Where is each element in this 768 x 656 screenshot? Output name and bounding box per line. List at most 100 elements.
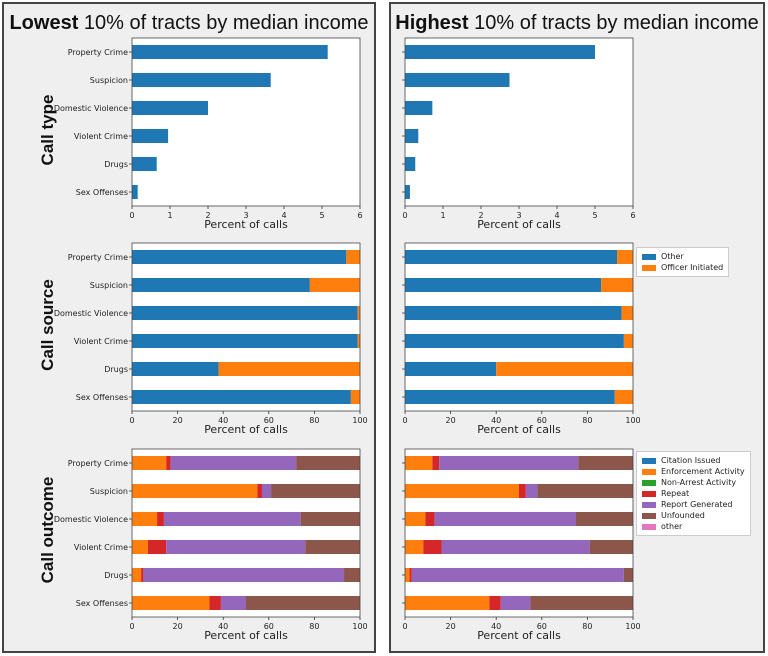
x-tick-label: 60 bbox=[537, 622, 547, 631]
bar-violent-crime-repeat bbox=[147, 540, 167, 554]
bar-property-crime-other bbox=[132, 250, 347, 264]
legend-item: Unfounded bbox=[642, 510, 745, 521]
legend-swatch bbox=[642, 523, 656, 530]
x-axis-label: Percent of calls bbox=[477, 629, 561, 642]
x-tick-label: 0 bbox=[129, 416, 134, 425]
x-tick-label: 20 bbox=[173, 416, 183, 425]
bar-drugs-enforcement-activity bbox=[405, 568, 410, 582]
bar-violent-crime-officer-initiated bbox=[623, 334, 633, 348]
bar-suspicion-enforcement-activity bbox=[132, 484, 258, 498]
bar-drugs-other bbox=[132, 362, 219, 376]
bar-domestic-violence bbox=[405, 101, 433, 115]
bar-suspicion-other bbox=[132, 278, 310, 292]
bar-property-crime bbox=[405, 45, 595, 59]
panel-title-rest: 10% of tracts by median income bbox=[468, 12, 759, 34]
legend-label: Unfounded bbox=[661, 511, 705, 520]
legend-item: Report Generated bbox=[642, 499, 745, 510]
bar-drugs-unfounded bbox=[623, 568, 633, 582]
bar-domestic-violence-enforcement-activity bbox=[132, 512, 158, 526]
bar-drugs-repeat bbox=[141, 568, 144, 582]
bar-domestic-violence-unfounded bbox=[300, 512, 360, 526]
x-tick-label: 40 bbox=[491, 416, 501, 425]
panel-title-highest: Highest 10% of tracts by median income bbox=[391, 12, 763, 35]
x-tick-label: 80 bbox=[309, 416, 319, 425]
bar-drugs bbox=[132, 157, 157, 171]
bar-drugs-report-generated bbox=[411, 568, 624, 582]
bar-violent-crime-report-generated bbox=[166, 540, 306, 554]
bar-sex-offenses-report-generated bbox=[220, 596, 246, 610]
x-tick-label: 60 bbox=[264, 416, 274, 425]
bar-violent-crime-enforcement-activity bbox=[132, 540, 148, 554]
category-label: Sex Offenses bbox=[76, 393, 128, 402]
bar-sex-offenses-other bbox=[132, 390, 351, 404]
x-tick-label: 4 bbox=[281, 211, 286, 220]
category-label: Drugs bbox=[104, 160, 128, 169]
category-label: Suspicion bbox=[90, 76, 128, 85]
legend-label: other bbox=[661, 522, 683, 531]
x-tick-label: 4 bbox=[554, 211, 559, 220]
x-tick-label: 100 bbox=[625, 622, 640, 631]
legend-label: Repeat bbox=[661, 489, 690, 498]
bar-suspicion-report-generated bbox=[261, 484, 272, 498]
x-tick-label: 3 bbox=[516, 211, 521, 220]
bar-suspicion-repeat bbox=[257, 484, 262, 498]
bar-suspicion-enforcement-activity bbox=[405, 484, 519, 498]
legend-swatch bbox=[642, 479, 656, 486]
plot-area bbox=[132, 38, 360, 206]
category-label: Violent Crime bbox=[74, 132, 128, 141]
bar-domestic-violence-other bbox=[405, 306, 622, 320]
bar-violent-crime-officer-initiated bbox=[357, 334, 360, 348]
bar-domestic-violence-report-generated bbox=[163, 512, 301, 526]
bar-property-crime-other bbox=[405, 250, 618, 264]
bar-violent-crime-other bbox=[132, 334, 358, 348]
x-tick-label: 80 bbox=[309, 622, 319, 631]
panel-title-rest: 10% of tracts by median income bbox=[78, 12, 369, 34]
category-label: Sex Offenses bbox=[76, 599, 128, 608]
category-label: Violent Crime bbox=[74, 543, 128, 552]
x-tick-label: 2 bbox=[205, 211, 210, 220]
x-tick-label: 6 bbox=[630, 211, 635, 220]
x-tick-label: 0 bbox=[129, 211, 134, 220]
x-tick-label: 0 bbox=[402, 416, 407, 425]
legend-label: Non-Arrest Activity bbox=[661, 478, 737, 487]
bar-domestic-violence-officer-initiated bbox=[357, 306, 360, 320]
bar-drugs-officer-initiated bbox=[218, 362, 360, 376]
bar-domestic-violence-enforcement-activity bbox=[405, 512, 426, 526]
bar-property-crime-officer-initiated bbox=[346, 250, 360, 264]
bar-property-crime-enforcement-activity bbox=[132, 456, 167, 470]
category-label: Property Crime bbox=[68, 459, 128, 468]
x-tick-label: 5 bbox=[319, 211, 324, 220]
bar-property-crime bbox=[132, 45, 328, 59]
bar-suspicion-officer-initiated bbox=[601, 278, 633, 292]
plot-area bbox=[132, 449, 360, 617]
category-label: Drugs bbox=[104, 571, 128, 580]
x-tick-label: 80 bbox=[582, 622, 592, 631]
bar-property-crime-unfounded bbox=[578, 456, 633, 470]
bar-sex-offenses-report-generated bbox=[500, 596, 531, 610]
bar-domestic-violence-repeat bbox=[157, 512, 164, 526]
x-tick-label: 20 bbox=[173, 622, 183, 631]
bar-violent-crime bbox=[132, 129, 169, 143]
x-tick-label: 0 bbox=[129, 622, 134, 631]
legend-swatch bbox=[642, 512, 656, 519]
bar-drugs-officer-initiated bbox=[496, 362, 633, 376]
legend-item: Officer Initiated bbox=[642, 262, 723, 273]
x-tick-label: 3 bbox=[243, 211, 248, 220]
x-tick-label: 80 bbox=[582, 416, 592, 425]
bar-violent-crime-repeat bbox=[423, 540, 442, 554]
x-axis-label: Percent of calls bbox=[204, 218, 288, 231]
x-tick-label: 40 bbox=[491, 622, 501, 631]
panel-title-bold: Highest bbox=[395, 12, 469, 34]
x-tick-label: 60 bbox=[264, 622, 274, 631]
bar-violent-crime-other bbox=[405, 334, 624, 348]
bar-domestic-violence-unfounded bbox=[576, 512, 633, 526]
x-tick-label: 40 bbox=[218, 416, 228, 425]
category-label: Suspicion bbox=[90, 281, 128, 290]
x-tick-label: 100 bbox=[352, 622, 367, 631]
bar-suspicion-unfounded bbox=[271, 484, 360, 498]
legend-swatch bbox=[642, 490, 656, 497]
x-axis-label: Percent of calls bbox=[477, 218, 561, 231]
bar-domestic-violence-repeat bbox=[425, 512, 435, 526]
legend-label: Officer Initiated bbox=[661, 263, 724, 272]
